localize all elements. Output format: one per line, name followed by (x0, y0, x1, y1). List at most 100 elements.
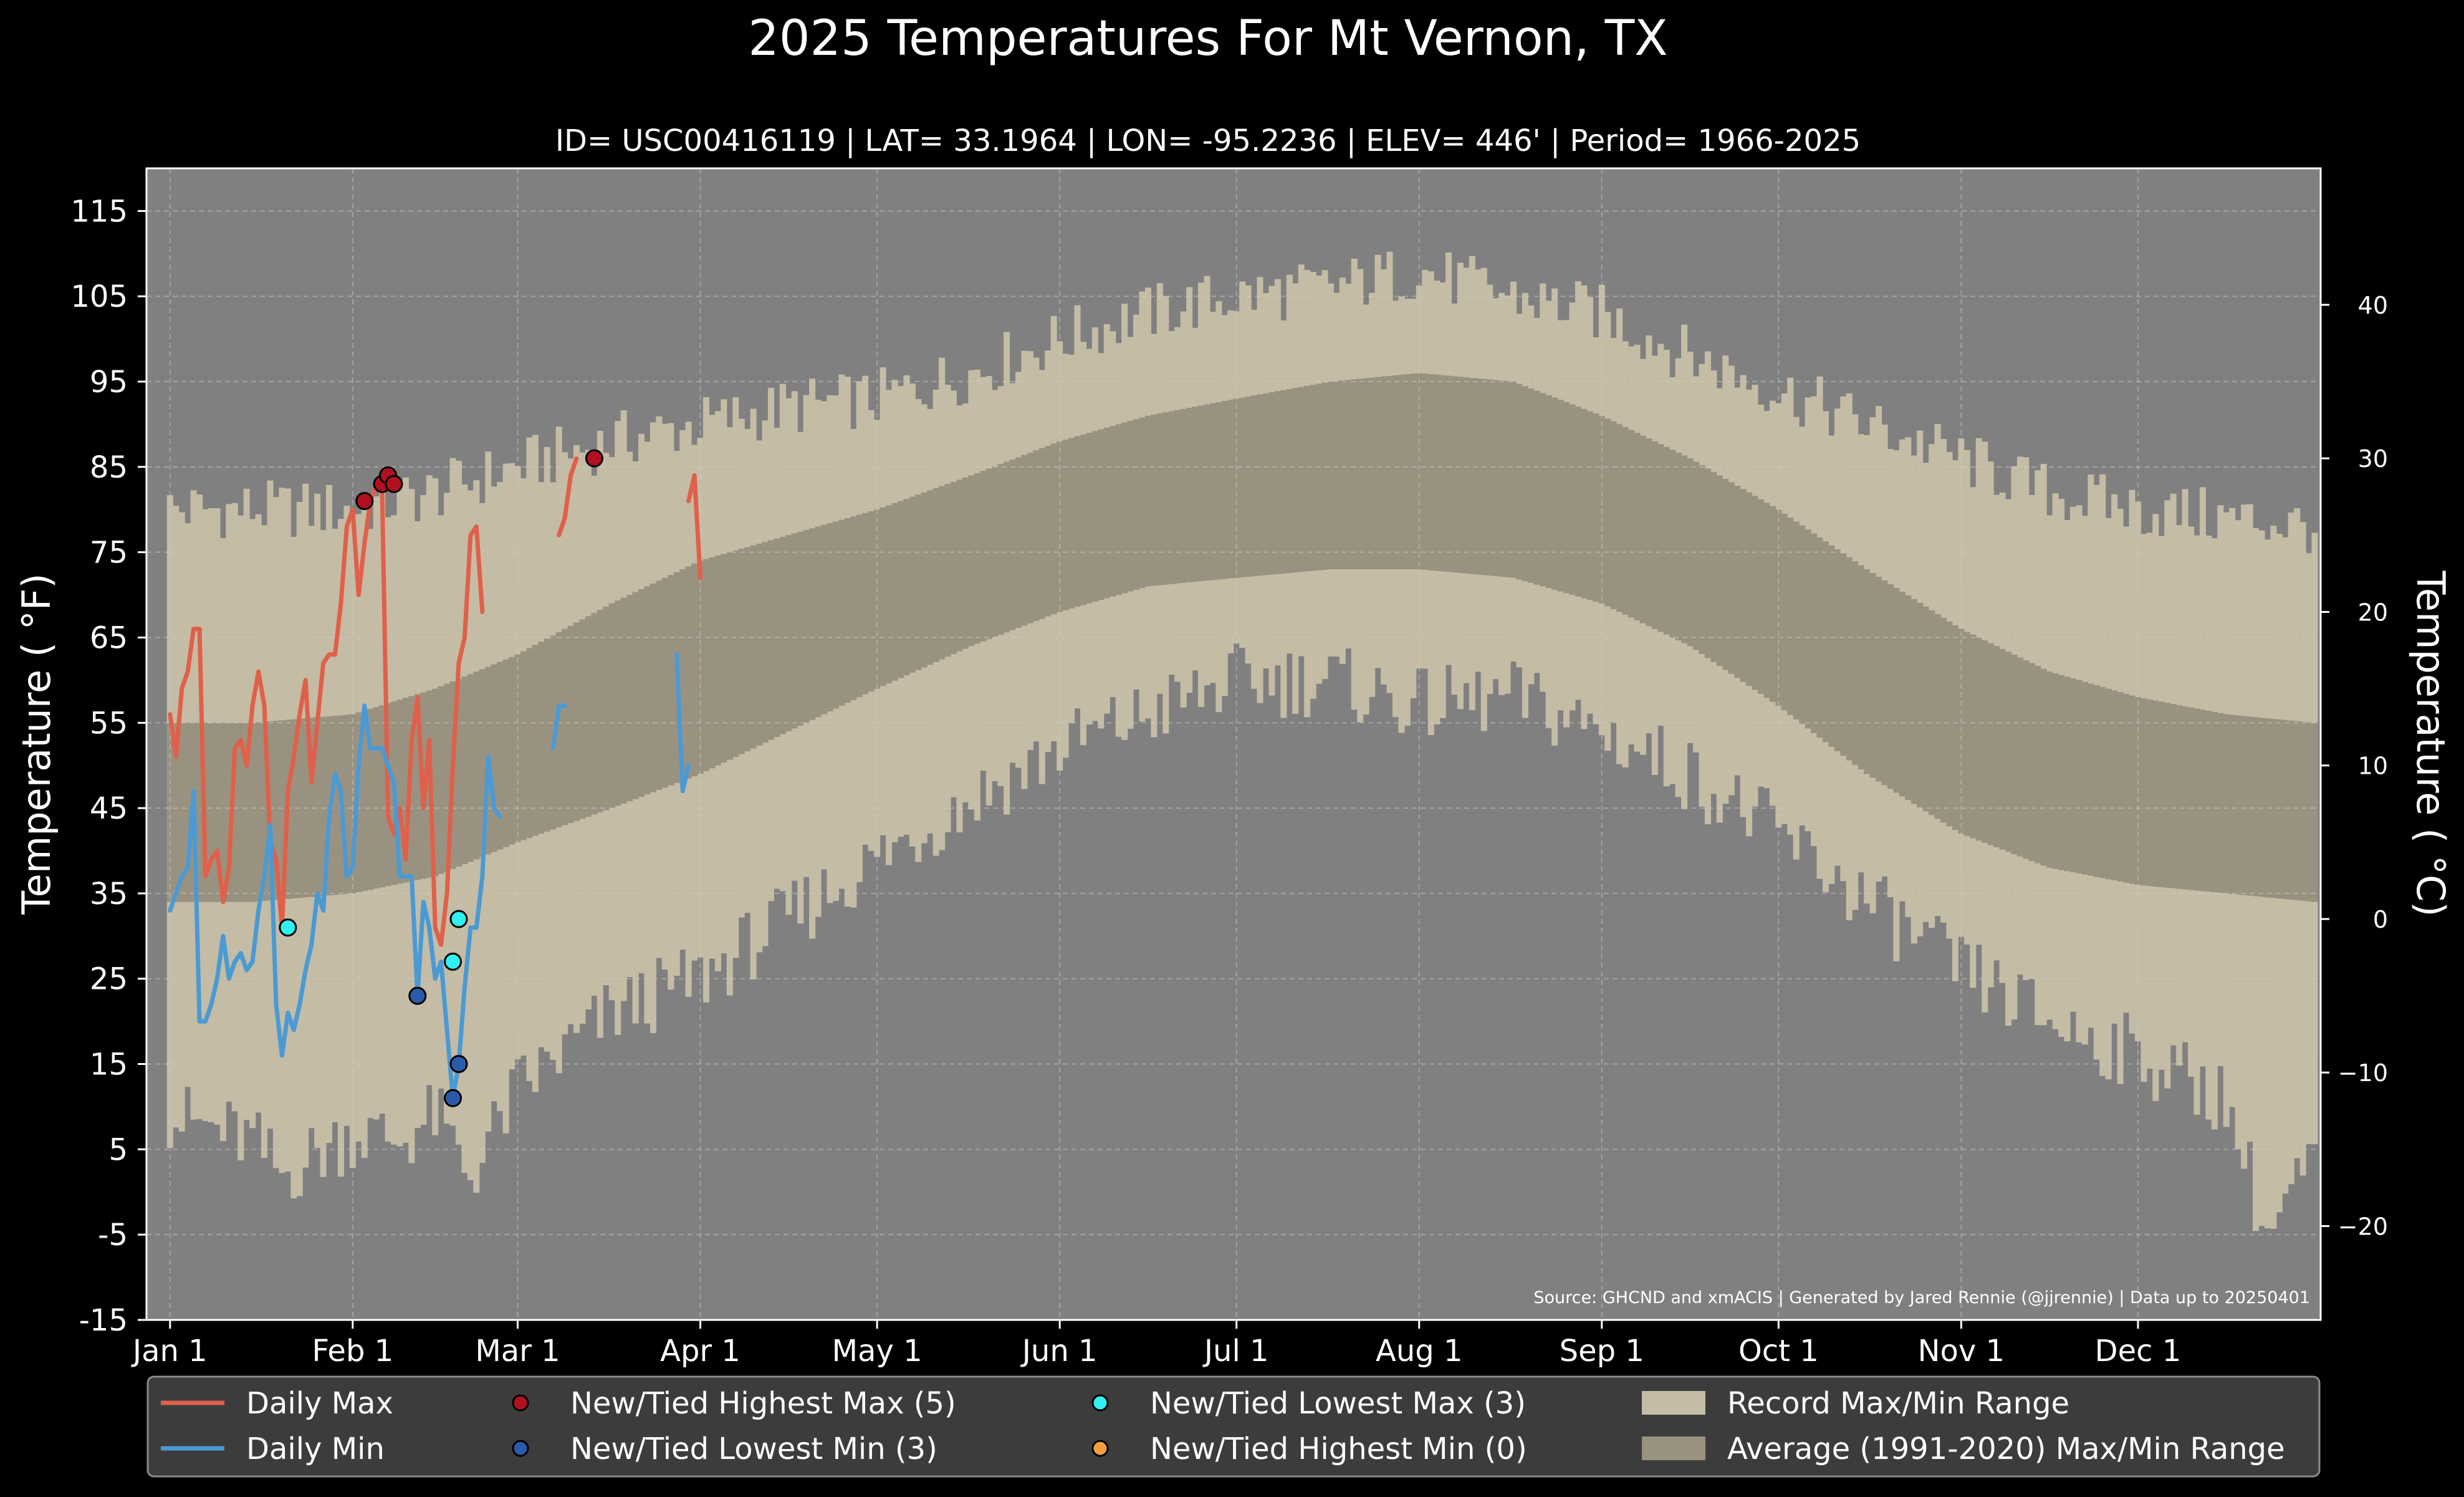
y-tick-label: 5 (108, 1132, 128, 1167)
average-range-bar (1192, 407, 1199, 582)
average-range-bar (1540, 393, 1546, 587)
average-range-bar (992, 466, 999, 637)
average-range-bar (479, 669, 486, 857)
average-range-bar (1316, 383, 1323, 570)
average-range-bar (2282, 720, 2289, 900)
average-range-bar (862, 513, 869, 695)
average-range-bar (1781, 513, 1788, 711)
average-range-bar (1846, 557, 1853, 761)
average-range-bar (1557, 400, 1564, 592)
average-range-bar (1186, 407, 1193, 583)
average-range-bar (1274, 391, 1281, 574)
average-range-bar (185, 723, 191, 902)
average-range-bar (650, 583, 656, 792)
daily-lines (168, 456, 702, 1100)
legend-patch-swatch (1642, 1437, 1705, 1460)
average-range-bar (2016, 657, 2023, 857)
average-range-bar (2193, 708, 2200, 891)
average-range-bar (2005, 652, 2012, 852)
average-range-bar (438, 686, 444, 874)
average-range-bar (509, 657, 515, 845)
x-tick-label: Jul 1 (1202, 1334, 1269, 1369)
lowest-min-marker (408, 986, 427, 1005)
average-range-bar (1369, 377, 1376, 570)
average-range-bar (1734, 485, 1741, 678)
average-range-bar (473, 671, 480, 860)
average-range-bar (903, 499, 910, 676)
average-range-bar (685, 566, 692, 779)
average-range-bar (272, 721, 279, 900)
average-range-bar (520, 651, 527, 840)
average-range-bar (1292, 388, 1299, 573)
average-range-bar (2046, 671, 2053, 868)
average-range-bar (290, 719, 297, 898)
average-range-bar (1816, 537, 1823, 738)
average-range-bar (1386, 375, 1393, 570)
average-range-bar (1628, 430, 1635, 618)
average-range-bar (2311, 723, 2318, 902)
y-tick-label: 115 (70, 194, 128, 229)
average-range-bar (1504, 381, 1511, 577)
average-range-bar (1769, 506, 1776, 702)
average-range-bar (361, 710, 368, 892)
average-range-bar (1009, 459, 1016, 630)
average-range-bar (1027, 453, 1033, 623)
average-range-bar (915, 494, 922, 670)
average-range-bar (214, 723, 221, 902)
average-range-bar (1227, 400, 1234, 579)
average-range-bar (1245, 396, 1252, 577)
y2-axis-label: Temperature ( °C) (2408, 570, 2453, 917)
average-range-bar (832, 521, 839, 709)
x-tick-label: Apr 1 (660, 1334, 741, 1369)
lowest-max-marker (444, 952, 463, 971)
average-range-bar (767, 540, 774, 740)
average-range-bar (1151, 414, 1158, 586)
average-range-bar (1410, 373, 1417, 570)
average-range-bar (803, 530, 810, 723)
average-range-bar (1728, 482, 1735, 674)
x-tick-label: Mar 1 (475, 1334, 560, 1369)
average-range-bar (1593, 413, 1599, 602)
average-range-bar (1787, 517, 1794, 715)
average-range-bar (1982, 640, 1988, 843)
average-range-bar (1487, 379, 1493, 576)
average-range-bar (2052, 673, 2059, 869)
average-range-bar (2258, 718, 2265, 897)
average-range-bar (2182, 706, 2188, 890)
average-range-bar (738, 549, 745, 754)
average-range-bar (732, 550, 739, 758)
daily-min-line (550, 703, 567, 751)
average-range-bar (1575, 407, 1582, 597)
average-range-bar (2123, 693, 2130, 883)
legend-label: Record Max/Min Range (1727, 1386, 2069, 1421)
right-y-axis: −20 −10 0 10 20 30 40 (2321, 292, 2388, 1241)
average-range-bar (373, 706, 380, 889)
average-range-bar (2117, 692, 2124, 882)
average-range-bar (2246, 716, 2253, 896)
legend-label: New/Tied Lowest Min (3) (570, 1432, 937, 1466)
average-range-bar (714, 556, 721, 766)
average-range-bar (615, 600, 621, 806)
average-range-bar (1139, 417, 1146, 589)
average-range-bar (1422, 373, 1429, 570)
average-range-bar (349, 714, 356, 893)
average-range-bar (591, 613, 598, 815)
average-range-bar (997, 464, 1004, 635)
y-axis-label: Temperature ( °F) (14, 573, 59, 915)
highest-max-marker (585, 449, 603, 468)
average-range-bar (1327, 382, 1334, 570)
average-range-bar (1687, 458, 1694, 647)
y-tick-label: 75 (90, 536, 128, 570)
average-range-bar (656, 580, 663, 790)
average-range-bar (1257, 394, 1263, 576)
average-range-bar (2093, 685, 2100, 877)
average-range-bar (444, 683, 451, 872)
average-range-bar (2099, 686, 2106, 878)
average-range-bar (1209, 403, 1216, 580)
average-range-bar (1174, 410, 1181, 584)
y2-tick-label: −10 (2338, 1059, 2388, 1087)
average-range-bar (1946, 621, 1953, 827)
average-range-bar (414, 694, 421, 880)
average-range-bar (1033, 450, 1040, 622)
